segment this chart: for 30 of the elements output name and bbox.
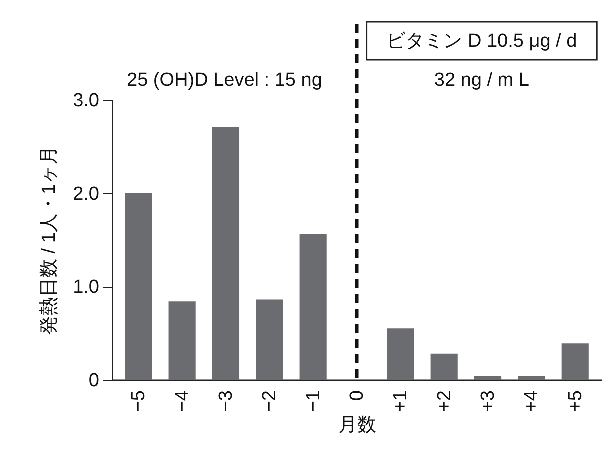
x-tick-label: −2 <box>260 390 281 412</box>
bar <box>168 302 196 380</box>
bar <box>562 344 589 380</box>
text: 32 ng / m L <box>434 70 530 91</box>
x-tick-label: +4 <box>522 390 543 412</box>
x-tick-label: +2 <box>434 390 456 412</box>
bar <box>125 193 152 380</box>
x-tick-label: −4 <box>172 390 194 412</box>
y-tick-label: 2.0 <box>73 184 100 205</box>
bar <box>474 376 502 380</box>
bar <box>212 127 240 380</box>
x-axis-title: 月数 <box>338 415 376 436</box>
x-tick-label: +1 <box>390 390 412 412</box>
bar <box>256 300 284 380</box>
x-tick-label: −1 <box>303 390 324 412</box>
x-tick-label: +5 <box>565 390 586 412</box>
x-tick-label: 0 <box>347 390 368 402</box>
y-tick-label: 1.0 <box>73 277 100 298</box>
text: ビタミン D 10.5 μg / d <box>386 31 578 52</box>
text: 25 (OH)D Level : 15 ng <box>127 70 322 91</box>
bar <box>518 376 546 380</box>
bar <box>387 328 414 380</box>
x-tick-label: −3 <box>216 390 237 412</box>
y-tick-label: 3.0 <box>73 90 100 112</box>
y-axis-title: 発熱日数 / 1人・1ヶ月 <box>39 146 60 335</box>
y-tick-label: 0 <box>88 370 100 392</box>
x-tick-label: +3 <box>478 390 500 412</box>
bar <box>300 234 327 380</box>
x-tick-label: −5 <box>128 390 150 412</box>
bar <box>430 354 458 380</box>
